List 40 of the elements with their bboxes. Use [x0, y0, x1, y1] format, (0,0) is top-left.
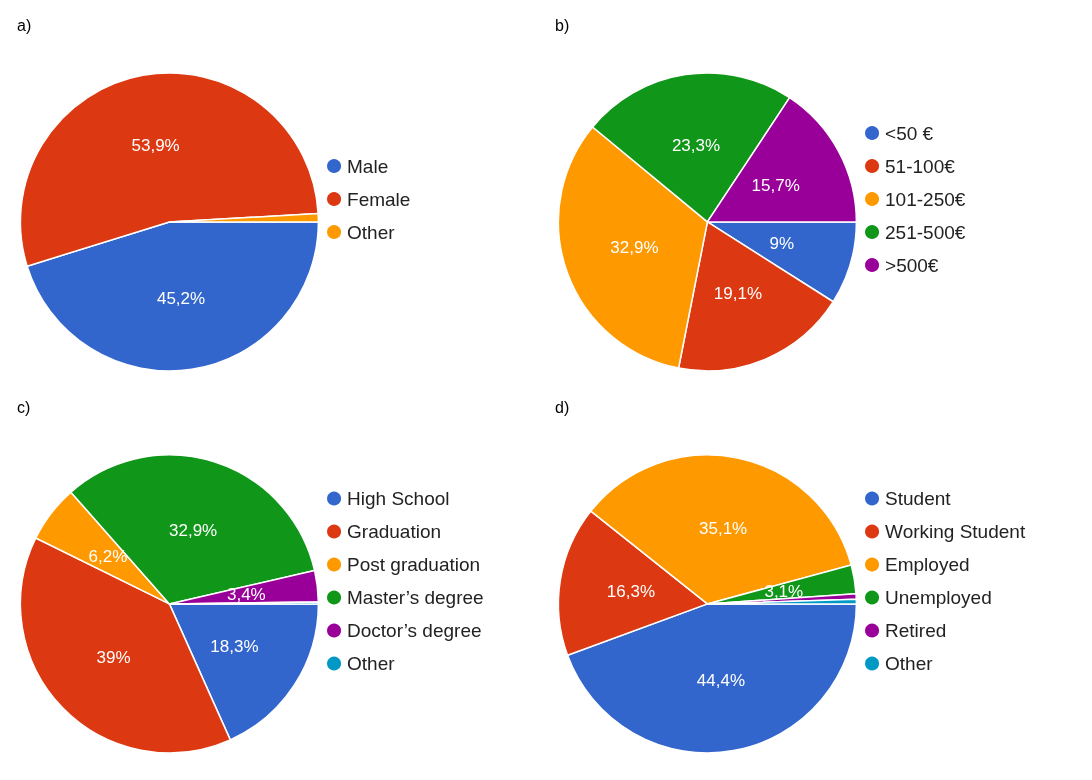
legend-label: Other [885, 653, 934, 674]
data-label: 15,7% [751, 175, 800, 195]
legend-label: Other [347, 653, 396, 674]
legend-label: Student [885, 488, 952, 509]
data-label: 32,9% [610, 238, 659, 258]
legend-label: Post graduation [347, 554, 481, 575]
data-label: 53,9% [131, 136, 180, 156]
legend-label: High School [347, 488, 450, 509]
legend-label: Working Student [885, 521, 1026, 542]
data-label: 45,2% [156, 289, 206, 309]
data-label: 6,2% [88, 547, 128, 567]
legend-label: Female [347, 188, 411, 210]
chart-title: d) [555, 398, 570, 416]
legend-label: 101-250€ [885, 188, 966, 210]
legend-label: Unemployed [885, 587, 992, 608]
legend-label: Master’s degree [347, 587, 484, 608]
data-label: 16,3% [606, 582, 655, 602]
legend-label: Male [347, 155, 389, 177]
chart-title: a) [17, 16, 32, 34]
legend-label: Doctor’s degree [347, 620, 482, 641]
data-label: 23,3% [671, 135, 721, 155]
legend-label: Other [347, 221, 396, 243]
legend-label: <50 € [885, 122, 934, 144]
legend-label: >500€ [885, 254, 939, 276]
legend-label: Graduation [347, 521, 442, 542]
legend-label: 251-500€ [885, 221, 966, 243]
legend-label: Employed [885, 554, 970, 575]
data-label: 32,9% [169, 520, 218, 540]
legend-label: Retired [885, 620, 947, 641]
data-label: 9% [769, 234, 795, 254]
data-label: 44,4% [696, 670, 746, 690]
data-label: 19,1% [713, 283, 763, 303]
data-label: 39% [96, 648, 131, 668]
legend-label: 51-100€ [885, 155, 956, 177]
data-label: 3,1% [764, 581, 804, 601]
chart-title: c) [17, 398, 31, 416]
chart-title: b) [555, 16, 570, 34]
data-label: 3,4% [226, 585, 266, 605]
data-label: 35,1% [699, 518, 748, 538]
data-label: 18,3% [210, 636, 259, 656]
